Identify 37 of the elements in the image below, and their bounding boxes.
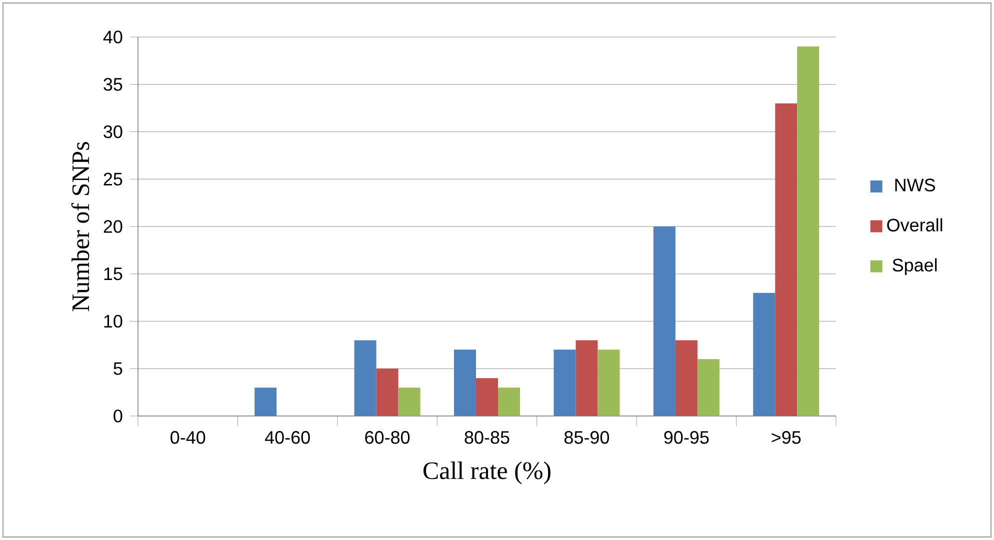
y-tick-label: 15 [104,268,122,280]
bar [675,340,698,416]
x-tick-label: 90-95 [664,431,709,444]
bar [454,350,476,416]
y-axis-title: Number of SNPs [71,142,90,312]
x-tick-label: 60-80 [365,431,410,444]
bar [797,46,820,416]
bar [753,292,776,416]
bar [576,340,598,416]
bar [554,350,576,416]
x-tick-label: 85-90 [564,431,610,444]
bar [775,103,798,416]
y-tick-label: 35 [104,78,122,91]
bar [398,388,420,416]
x-tick-label: 40-60 [264,431,310,444]
legend-label: NWS [895,178,936,192]
bar [653,226,676,416]
bar [376,368,398,416]
x-axis-title: Call rate (%) [423,462,550,484]
x-tick-label: >95 [772,431,801,444]
bar [697,359,720,416]
y-tick-label: 5 [114,362,122,375]
x-tick-label: 0-40 [170,431,206,444]
legend-label: Overall [887,218,942,232]
y-tick-label: 10 [104,314,122,328]
legend-label: Spael [892,258,937,276]
x-tick-label: 80-85 [464,431,510,444]
y-tick-label: 20 [104,220,122,233]
y-tick-label: 40 [103,30,122,44]
y-tick-label: 30 [104,125,122,138]
bar [254,388,277,416]
bar [498,388,520,416]
y-tick-label: 25 [104,172,122,186]
bar [598,350,620,416]
bar [354,340,376,416]
bar [476,378,498,416]
y-tick-label: 0 [114,410,122,422]
